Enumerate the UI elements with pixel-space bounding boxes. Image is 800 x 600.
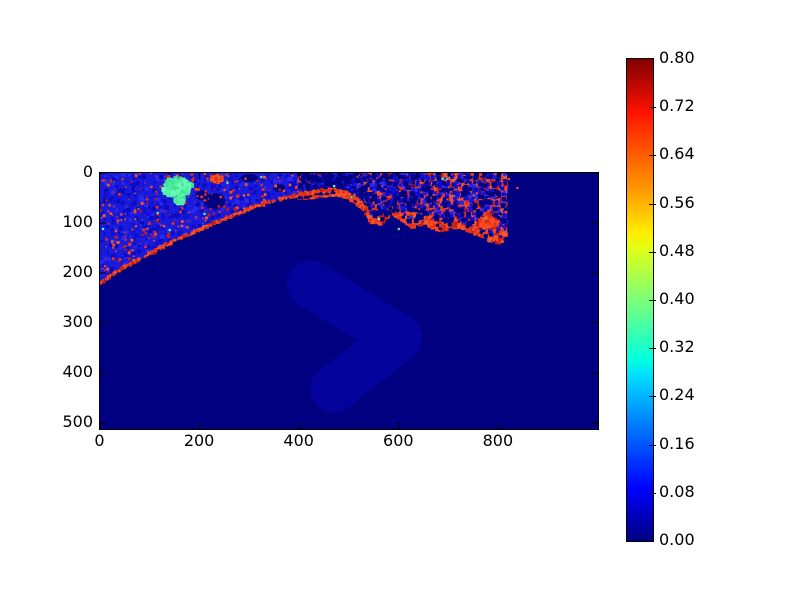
colorbar [626, 58, 656, 542]
colorbar-gradient [627, 59, 653, 541]
colorbar-tick-label: 0.08 [659, 481, 695, 501]
colorbar-tick-mark [649, 492, 656, 494]
colorbar-tick-mark [649, 396, 656, 398]
colorbar-tick-label: 0.72 [659, 96, 695, 116]
colorbar-tick-mark [649, 107, 656, 109]
y-tick-label: 400 [62, 362, 93, 381]
x-tick-label: 800 [482, 431, 514, 450]
x-tick-label: 400 [283, 431, 314, 450]
y-tick-label: 200 [62, 262, 93, 281]
x-tick-label: 200 [183, 431, 215, 450]
y-tick-label: 500 [62, 412, 93, 431]
colorbar-tick-label: 0.00 [659, 530, 695, 549]
colorbar-tick-label: 0.16 [659, 433, 695, 453]
x-tick-label: 0 [94, 431, 105, 450]
colorbar-tick-label: 0.40 [659, 289, 695, 308]
colorbar-tick-mark [649, 444, 656, 446]
colorbar-tick-mark [649, 300, 656, 301]
colorbar-tick-label: 0.80 [659, 48, 695, 67]
colorbar-tick-mark [649, 251, 656, 253]
colorbar-tick-mark [649, 203, 656, 205]
y-tick-label: 0 [82, 162, 93, 181]
colorbar-tick-label: 0.32 [659, 337, 695, 357]
colorbar-tick-label: 0.56 [659, 192, 695, 212]
y-tick-label: 100 [62, 212, 93, 231]
colorbar-tick-label: 0.48 [659, 240, 695, 260]
colorbar-tick-label: 0.64 [659, 144, 695, 164]
heatmap-canvas [100, 173, 598, 429]
colorbar-tick-label: 0.24 [659, 385, 695, 405]
colorbar-tick-mark [649, 348, 656, 350]
y-tick-label: 300 [62, 312, 93, 331]
colorbar-tick-mark [649, 155, 656, 157]
x-tick-label: 600 [383, 431, 414, 450]
map-axes [99, 172, 599, 430]
